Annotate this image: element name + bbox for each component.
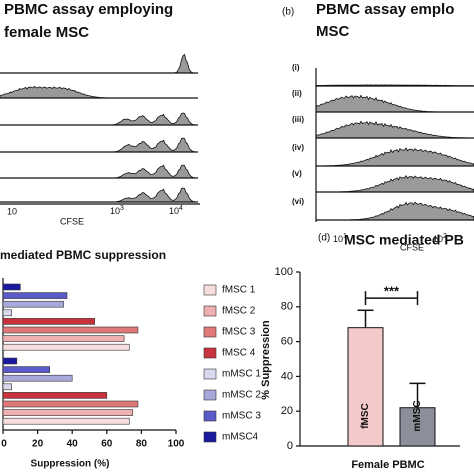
- panel-title: PBMC assay emplo: [316, 1, 454, 18]
- panel-label: (b): [282, 7, 294, 18]
- legend-swatch: [203, 326, 217, 338]
- histogram: [315, 147, 474, 167]
- histogram: [316, 174, 474, 193]
- histogram: [0, 112, 198, 126]
- x-tick-label: 101: [333, 233, 347, 245]
- y-tick-label: 20: [281, 405, 293, 417]
- tick-base: 10: [433, 234, 443, 244]
- tick-exponent: 3: [120, 205, 124, 212]
- y-tick-label: 60: [281, 336, 293, 348]
- x-axis-label: CFSE: [400, 242, 424, 252]
- y-tick-label: 0: [287, 440, 293, 452]
- panel-title: female MSC: [4, 24, 89, 41]
- x-tick-label: 20: [32, 439, 44, 450]
- legend-label: fMSC 3: [222, 327, 256, 338]
- bar: [2, 309, 12, 317]
- histogram: [0, 164, 198, 179]
- legend-swatch: [203, 347, 217, 359]
- bar: [399, 407, 436, 447]
- x-axis-label: CFSE: [60, 216, 84, 226]
- panel-title: MSC: [316, 23, 350, 40]
- bar: [2, 292, 68, 299]
- chart-title: MSC mediated PB: [344, 232, 464, 248]
- bar: [2, 366, 51, 373]
- x-tick-label: Female PBMC: [351, 459, 424, 471]
- bar: [2, 409, 134, 416]
- bar: [2, 374, 73, 382]
- tick-exponent: 4: [179, 205, 183, 212]
- histogram: [316, 201, 474, 221]
- legend-label: mMSC 2: [222, 390, 261, 401]
- histogram: [315, 120, 474, 139]
- x-axis-label: Suppression (%): [31, 459, 110, 470]
- y-axis-label: % Suppression: [260, 320, 272, 400]
- x-tick-label: 40: [67, 439, 79, 450]
- histogram: [0, 85, 198, 99]
- significance: ***: [384, 284, 400, 299]
- legend-label: mMSC 1: [222, 369, 261, 380]
- legend-label: fMSC 1: [222, 285, 256, 296]
- bar: [2, 392, 108, 399]
- x-tick-label: 103: [110, 205, 124, 217]
- row-label: (iv): [292, 143, 304, 152]
- row-label: (i): [292, 63, 300, 72]
- histogram: [0, 53, 198, 74]
- bar: [2, 357, 18, 365]
- legend-label: fMSC 2: [222, 306, 256, 317]
- x-tick-label: 10: [7, 206, 17, 216]
- bar: [2, 417, 130, 425]
- histogram: [315, 94, 474, 113]
- histogram: [0, 137, 198, 153]
- tick-base: 10: [333, 234, 343, 244]
- row-label: (vi): [292, 197, 304, 206]
- tick-exponent: 1: [343, 233, 347, 240]
- bar: [2, 343, 130, 351]
- bar: [2, 283, 21, 291]
- legend-swatch: [203, 284, 217, 296]
- panel-title: PBMC assay employing: [4, 1, 173, 18]
- row-label: (v): [292, 169, 302, 178]
- row-label: (ii): [292, 89, 302, 98]
- y-tick-label: 80: [281, 301, 293, 313]
- x-tick-label: 80: [136, 439, 148, 450]
- tick-base: 10: [110, 206, 120, 216]
- bar: [2, 300, 64, 308]
- chart-title: mediated PBMC suppression: [0, 248, 166, 262]
- bar-label: fMSC: [360, 403, 371, 429]
- bar: [2, 326, 139, 334]
- bar-label: mMSC: [412, 400, 423, 431]
- bar: [2, 383, 12, 391]
- row-label: (iii): [292, 115, 304, 124]
- bar: [2, 335, 125, 342]
- x-tick-label: 104: [169, 205, 183, 217]
- legend-swatch: [203, 305, 217, 317]
- y-tick-label: 100: [275, 266, 293, 278]
- x-tick-label: 60: [101, 439, 113, 450]
- bar: [2, 318, 95, 325]
- bar: [2, 400, 139, 408]
- y-tick-label: 40: [281, 370, 293, 382]
- bar: [347, 327, 384, 447]
- legend-swatch: [203, 368, 217, 380]
- tick-base: 10: [169, 206, 179, 216]
- legend-swatch: [203, 389, 217, 401]
- x-tick-label: 100: [168, 439, 185, 450]
- legend-swatch: [203, 431, 217, 443]
- panel-label: (d): [318, 233, 330, 244]
- x-tick-label: 0: [1, 439, 7, 450]
- legend-label: fMSC 4: [222, 348, 256, 359]
- legend-swatch: [203, 410, 217, 422]
- x-tick-label: 102: [433, 233, 447, 245]
- legend-label: mMSC 3: [222, 411, 261, 422]
- legend-label: mMSC4: [222, 432, 259, 443]
- tick-exponent: 2: [443, 233, 447, 240]
- histogram: [0, 187, 198, 203]
